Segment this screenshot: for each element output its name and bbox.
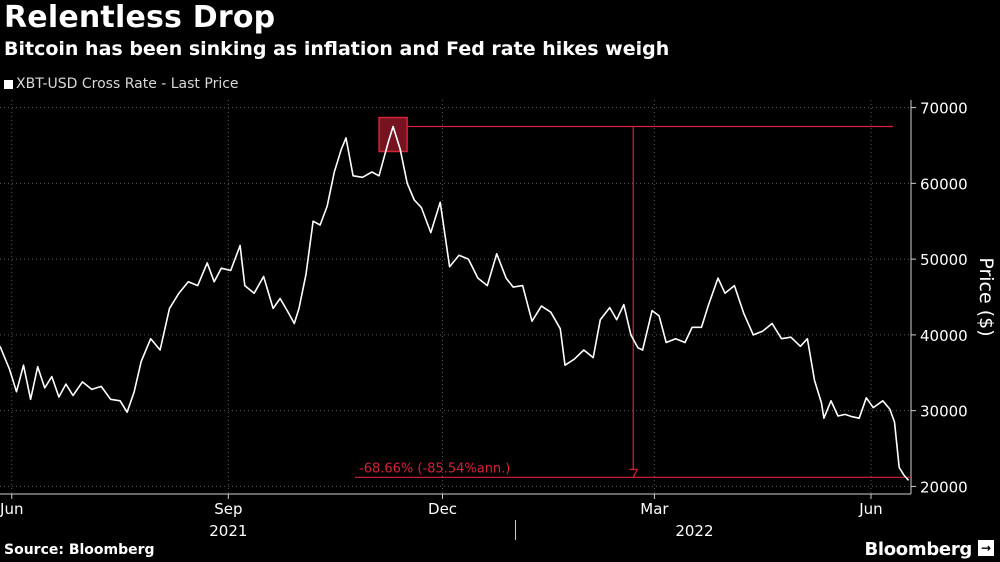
source-note: Source: Bloomberg bbox=[4, 542, 155, 558]
chart-subtitle: Bitcoin has been sinking as inflation an… bbox=[4, 38, 670, 60]
x-tick-label: Jun bbox=[0, 500, 23, 518]
y-tick-label: 40000 bbox=[920, 327, 968, 345]
bloomberg-arrow-icon: → bbox=[978, 540, 994, 556]
x-year-label: 2021 bbox=[209, 522, 247, 540]
y-tick-label: 30000 bbox=[920, 403, 968, 421]
peak-marker bbox=[378, 116, 408, 153]
x-tick-label: Mar bbox=[640, 500, 669, 518]
series bbox=[0, 125, 910, 481]
x-year-label: 2022 bbox=[675, 522, 713, 540]
legend: XBT-USD Cross Rate - Last Price bbox=[4, 76, 239, 92]
x-tick-label: Sep bbox=[214, 500, 242, 518]
price-series-line bbox=[0, 125, 910, 481]
chart-title: Relentless Drop bbox=[4, 0, 276, 35]
legend-label: XBT-USD Cross Rate - Last Price bbox=[16, 76, 239, 92]
y-tick-label: 20000 bbox=[920, 478, 968, 496]
bloomberg-logo: Bloomberg bbox=[864, 539, 972, 560]
y-tick-label: 50000 bbox=[920, 251, 968, 269]
legend-swatch bbox=[4, 79, 13, 89]
ticks: 20000 30000 40000 50000 60000 70000 Jun Sep Dec M… bbox=[0, 100, 968, 540]
x-tick-label: Jun bbox=[858, 500, 882, 518]
y-tick-label: 70000 bbox=[920, 100, 968, 118]
y-tick-label: 60000 bbox=[920, 175, 968, 193]
annotation: -68.66% (-85.54%ann.) bbox=[355, 116, 911, 478]
axes bbox=[0, 100, 912, 495]
drop-arrow-head bbox=[629, 468, 639, 478]
x-tick-label: Dec bbox=[428, 500, 457, 518]
drop-percentage-label: -68.66% (-85.54%ann.) bbox=[359, 461, 510, 476]
grid bbox=[0, 100, 911, 494]
y-axis-label: Price ($) bbox=[975, 257, 997, 336]
